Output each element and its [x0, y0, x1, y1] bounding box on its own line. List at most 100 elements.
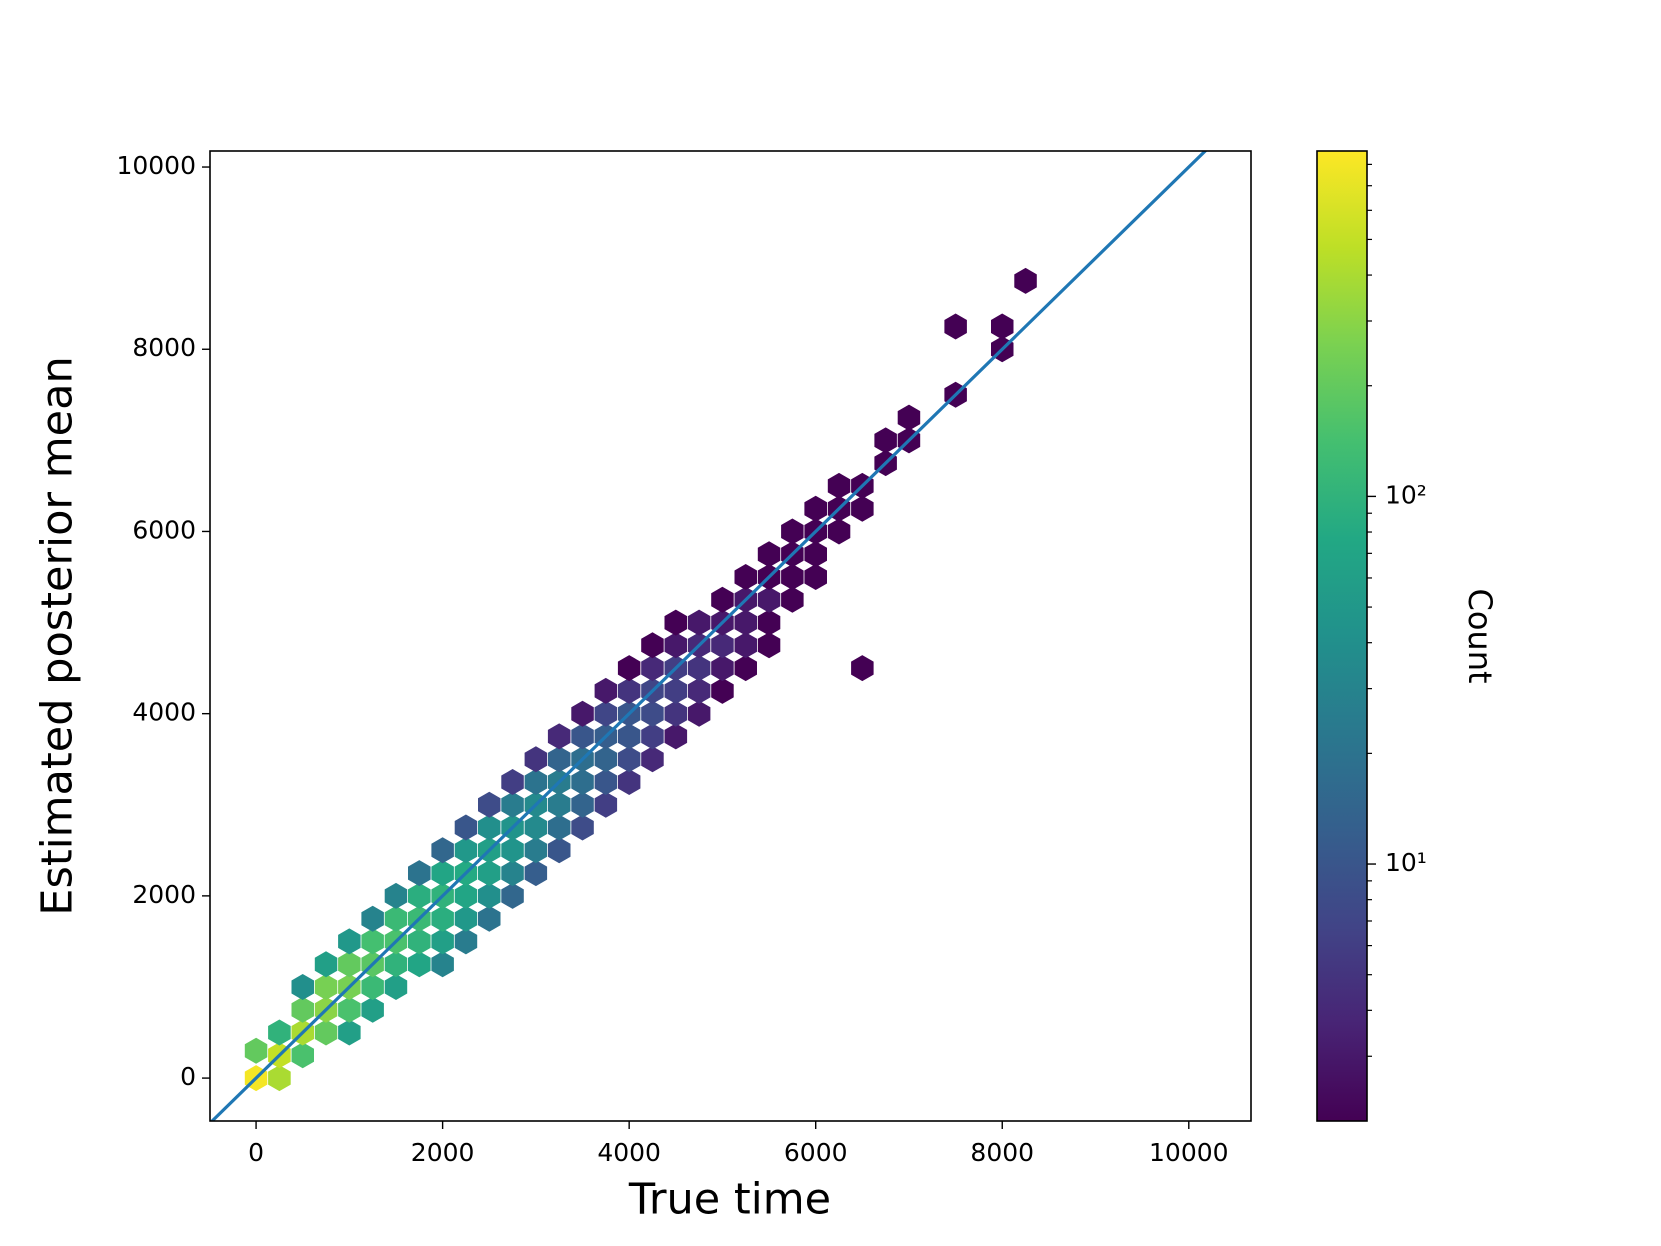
hexbin	[501, 837, 524, 864]
hexbin	[501, 769, 524, 795]
hexbin	[501, 860, 524, 887]
y-tick-label: 10000	[116, 151, 196, 180]
hexbin	[687, 655, 711, 682]
hexbin	[781, 586, 804, 613]
hexbin	[734, 609, 757, 636]
hexbin	[338, 951, 361, 978]
hexbin	[524, 769, 548, 795]
plot-frame	[209, 150, 1252, 1122]
hexbin	[617, 677, 641, 704]
hexbin	[408, 882, 431, 909]
hexbin	[361, 928, 384, 955]
hexbin	[617, 723, 641, 750]
hexbin	[571, 700, 594, 727]
y-tick-label: 6000	[132, 515, 196, 544]
hexbin	[454, 882, 478, 909]
hexbin	[478, 860, 501, 887]
hexbin	[408, 951, 431, 978]
hexbin	[757, 632, 781, 659]
hexbin	[384, 905, 408, 932]
hexbin	[291, 1042, 314, 1069]
colorbar	[1317, 151, 1367, 1121]
hexbin	[944, 313, 967, 340]
hexbin	[547, 814, 571, 841]
x-tick-label: 10000	[1149, 1138, 1229, 1167]
hexbin	[244, 1037, 268, 1064]
y-axis-label: Estimated posterior mean	[33, 356, 83, 915]
hexbin	[314, 974, 338, 1000]
hexbin	[827, 472, 851, 499]
hexbin	[384, 974, 408, 1000]
line-layer	[210, 151, 1208, 1121]
hexbin-layer	[244, 267, 1037, 1092]
hexbin	[361, 905, 384, 932]
hexbin	[641, 723, 664, 750]
hexbin	[431, 905, 454, 932]
hexbin	[734, 564, 757, 590]
hexbin	[757, 541, 781, 568]
hexbin	[687, 609, 711, 636]
hexbin	[641, 632, 664, 659]
hexbin	[711, 586, 734, 613]
hexbin	[454, 928, 478, 955]
hexbin	[851, 495, 874, 522]
hexbin	[291, 996, 314, 1023]
colorbar-frame	[1316, 150, 1368, 1122]
hexbin	[641, 700, 664, 727]
hexbin	[851, 655, 874, 682]
hexbin	[711, 677, 734, 704]
hexbin	[804, 495, 827, 522]
hexbin	[547, 723, 571, 750]
x-axis-label: True time	[628, 1175, 831, 1225]
colorbar-tick-label: 10¹	[1385, 848, 1427, 877]
hexbin	[524, 814, 548, 841]
hexbin	[431, 951, 454, 978]
hexbin	[711, 632, 734, 659]
hexbin	[478, 882, 501, 909]
hexbin	[338, 1019, 361, 1046]
y-tick-label: 4000	[132, 698, 196, 727]
hexbin	[734, 655, 757, 682]
hexbin	[501, 791, 524, 818]
hexbin	[594, 677, 618, 704]
hexbin	[664, 723, 688, 750]
hexbin	[757, 609, 781, 636]
hexbin	[478, 814, 501, 841]
hexbin	[664, 632, 688, 659]
hexbin	[594, 746, 618, 773]
hexbin	[524, 837, 548, 864]
hexbin	[711, 655, 734, 682]
hexbin	[641, 655, 664, 682]
hexbin	[524, 746, 548, 773]
hexbin	[314, 1019, 338, 1046]
hexbin	[291, 974, 314, 1000]
y-tick-label: 8000	[132, 333, 196, 362]
hexbin	[804, 564, 827, 590]
hexbin	[827, 518, 851, 545]
hexbin	[571, 769, 594, 795]
hexbin	[617, 655, 641, 682]
hexbin	[268, 1065, 291, 1092]
hexbin	[384, 951, 408, 978]
hexbin	[431, 928, 454, 955]
hexbin	[594, 700, 618, 727]
hexbin	[454, 814, 478, 841]
y-tick-label: 0	[180, 1062, 196, 1091]
hexbin	[314, 951, 338, 978]
hexbin	[641, 746, 664, 773]
hexbin	[384, 882, 408, 909]
hexbin	[547, 746, 571, 773]
x-tick-label: 8000	[970, 1138, 1034, 1167]
hexbin	[431, 860, 454, 887]
hexbin	[571, 814, 594, 841]
hexbin	[268, 1019, 291, 1046]
hexbin	[617, 769, 641, 795]
y-tick-label: 2000	[132, 880, 196, 909]
hexbin	[687, 700, 711, 727]
hexbin	[781, 564, 804, 590]
hexbin	[361, 974, 384, 1000]
reference-line	[210, 151, 1208, 1121]
hexbin	[1014, 267, 1037, 294]
x-tick-label: 2000	[411, 1138, 475, 1167]
